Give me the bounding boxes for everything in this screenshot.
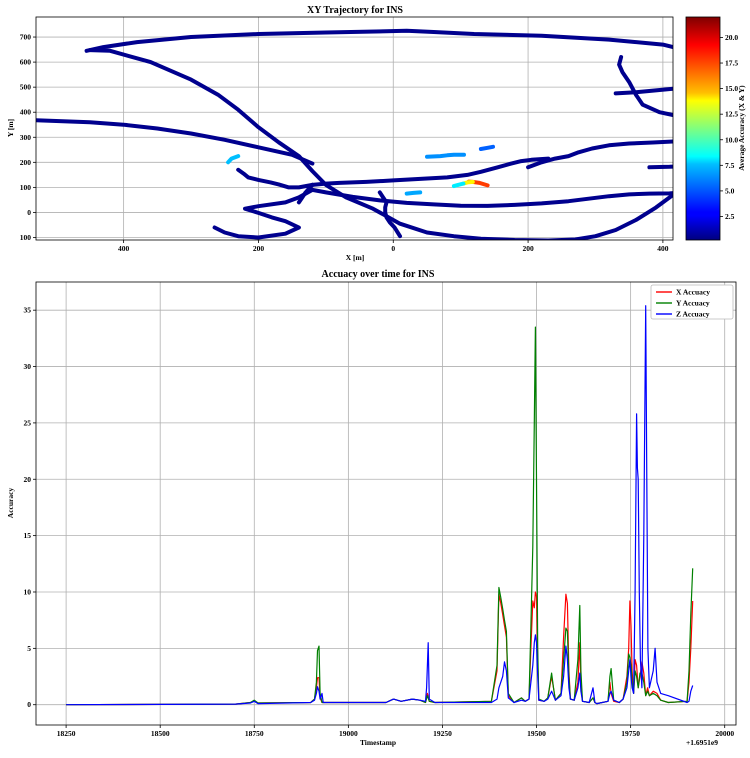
accuracy-x-tick-label: 18500	[151, 729, 170, 738]
colorbar-tick-label: 20.0	[725, 33, 738, 42]
colorbar-label: Average Accuracy (X & Y)	[737, 85, 746, 171]
trajectory-x-ticks: 400 200 0 200 400	[118, 240, 669, 253]
trajectory-panel: XY Trajectory for INS 400 200 0 200 400 100 0…	[6, 5, 750, 262]
accuracy-grid	[36, 282, 736, 725]
trajectory-grid	[36, 17, 673, 240]
trajectory-frame	[36, 17, 673, 240]
legend-label: Z Accuacy	[676, 310, 710, 319]
accuracy-y-tick-label: 0	[27, 700, 31, 709]
trajectory-x-tick-label: 0	[391, 244, 395, 253]
accuracy-x-tick-label: 19750	[621, 729, 640, 738]
accuracy-x-label: Timestamp	[360, 738, 396, 747]
accuracy-y-tick-label: 15	[24, 531, 32, 540]
accuracy-y-tick-label: 10	[24, 587, 32, 596]
trajectory-y-tick-label: 400	[20, 108, 32, 117]
accuracy-y-ticks: 0 5 10 15 20 25 30 35	[24, 306, 37, 710]
legend: X Accuacy Y Accuacy Z Accuacy	[651, 285, 733, 319]
legend-label: Y Accuacy	[676, 299, 710, 308]
trajectory-y-tick-label: 600	[20, 58, 32, 67]
colorbar-tick-label: 17.5	[725, 59, 738, 68]
accuracy-offset-label: +1.6951e9	[686, 738, 718, 747]
colorbar: 2.55.07.510.012.515.017.520.0 Average Ac…	[686, 17, 746, 240]
trajectory-x-tick-label: 400	[657, 244, 669, 253]
trajectory-x-label: X [m]	[346, 253, 365, 262]
accuracy-panel: Accuacy over time for INS 18250 18500 1875…	[6, 269, 736, 747]
trajectory-segment	[228, 156, 238, 162]
accuracy-x-ticks: 18250 18500 18750 19000 19250 19500 19750 20000	[57, 725, 735, 738]
trajectory-y-tick-label: 0	[27, 208, 31, 217]
trajectory-y-tick-label: 300	[20, 133, 32, 142]
accuracy-x-tick-label: 20000	[715, 729, 734, 738]
legend-label: X Accuacy	[676, 288, 710, 297]
trajectory-x-tick-label: 200	[522, 244, 534, 253]
trajectory-y-tick-label: 200	[20, 158, 32, 167]
accuracy-x-tick-label: 18250	[57, 729, 76, 738]
trajectory-segment	[23, 120, 313, 164]
accuracy-y-tick-label: 5	[27, 644, 31, 653]
trajectory-y-tick-label: 700	[20, 33, 32, 42]
trajectory-segment	[481, 147, 493, 149]
trajectory-segment	[238, 170, 312, 188]
accuracy-x-tick-label: 19000	[339, 729, 358, 738]
accuracy-y-tick-label: 20	[24, 475, 32, 484]
trajectory-x-tick-label: 400	[118, 244, 130, 253]
trajectory-segment	[454, 184, 464, 187]
trajectory-y-tick-label: 100	[20, 183, 32, 192]
colorbar-ticks: 2.55.07.510.012.515.017.520.0	[720, 33, 738, 221]
trajectory-segment	[87, 31, 750, 117]
colorbar-gradient	[686, 17, 720, 240]
colorbar-tick-label: 5.0	[725, 186, 735, 195]
accuracy-x-tick-label: 19500	[527, 729, 546, 738]
trajectory-segment	[215, 190, 313, 238]
accuracy-y-tick-label: 30	[24, 362, 32, 371]
accuracy-y-tick-label: 35	[24, 306, 32, 315]
trajectory-x-tick-label: 200	[253, 244, 265, 253]
trajectory-segment	[427, 155, 464, 157]
accuracy-x-tick-label: 18750	[245, 729, 264, 738]
trajectory-y-tick-label: 100	[20, 233, 32, 242]
colorbar-tick-label: 7.5	[725, 161, 735, 170]
colorbar-tick-label: 2.5	[725, 212, 735, 221]
trajectory-y-tick-label: 500	[20, 83, 32, 92]
accuracy-y-tick-label: 25	[24, 418, 32, 427]
trajectory-y-ticks: 100 0 100 200 300 400 500 600 700	[20, 33, 36, 242]
trajectory-y-label: Y [m]	[6, 119, 15, 137]
accuracy-x-tick-label: 19250	[433, 729, 452, 738]
trajectory-title: XY Trajectory for INS	[307, 5, 403, 16]
accuracy-title: Accuacy over time for INS	[322, 269, 435, 280]
accuracy-y-label: Accuracy	[6, 488, 15, 519]
trajectory-segment	[407, 192, 421, 193]
